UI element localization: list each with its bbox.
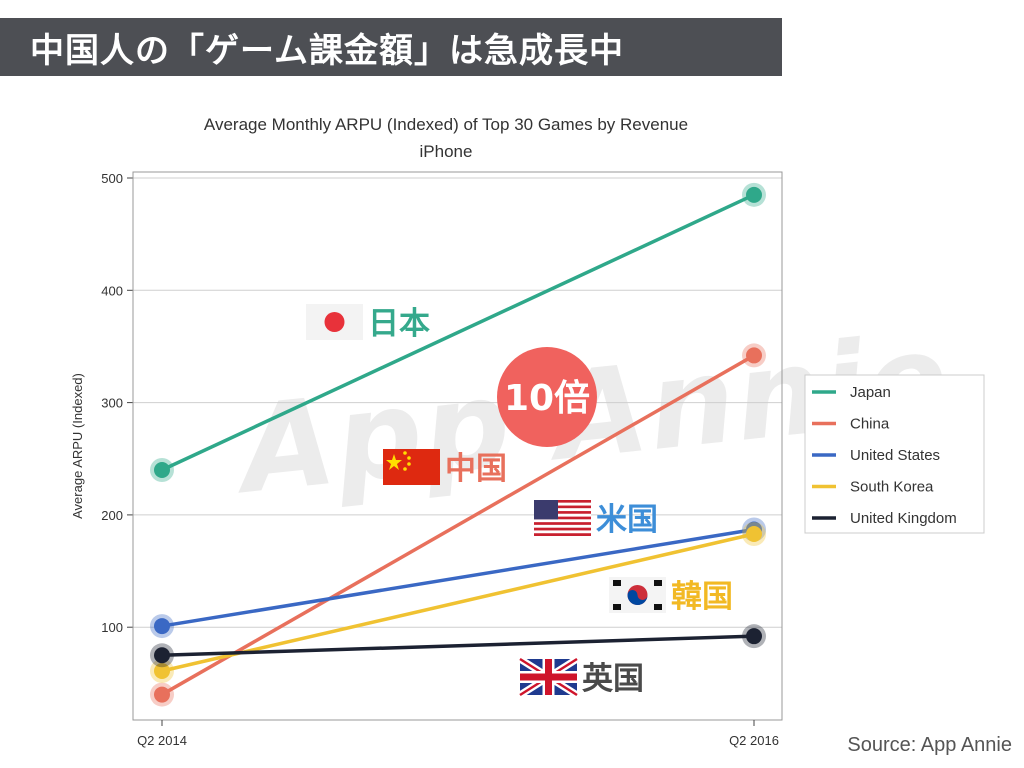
flag-stripe	[534, 516, 591, 520]
data-point-united-states	[154, 618, 170, 635]
y-tick-label: 500	[101, 171, 123, 186]
country-label-china: 中国	[445, 451, 507, 487]
series-line-south-korea	[161, 532, 755, 673]
flag-stripe	[534, 508, 591, 512]
callout-label: 10倍	[504, 378, 590, 419]
flag-star	[386, 454, 402, 470]
x-tick-label: Q2 2014	[137, 733, 187, 748]
flag-trigram	[654, 580, 662, 586]
data-point-japan	[154, 461, 170, 478]
series-line-china	[161, 353, 755, 697]
country-label-united-states: 米国	[596, 502, 658, 538]
series-line-united-states	[161, 527, 755, 628]
flag-small-star	[403, 451, 407, 455]
flag-stripe	[534, 511, 591, 514]
south-korea-flag-icon	[609, 577, 666, 613]
data-point-united-kingdom	[746, 628, 762, 645]
flag-stripe	[534, 505, 591, 509]
us-flag-icon	[534, 500, 591, 536]
x-tick-label: Q2 2016	[729, 733, 779, 748]
legend-label-united-states: United States	[850, 447, 940, 464]
country-label-united-kingdom: 英国	[582, 661, 644, 697]
y-tick-label: 300	[101, 396, 123, 411]
y-axis-label: Average ARPU (Indexed)	[70, 373, 85, 519]
flag-cross-red-h	[520, 673, 577, 681]
flag-taeguk-bottom	[627, 590, 648, 605]
callout-bubble	[497, 347, 597, 447]
legend-label-south-korea: South Korea	[850, 479, 934, 496]
page-title-banner: 中国人の「ゲーム課金額」は急成長中	[0, 18, 782, 76]
country-label-japan: 日本	[368, 306, 430, 342]
legend-label-japan: Japan	[850, 384, 891, 401]
data-point-south-korea	[154, 662, 170, 679]
plot-frame	[132, 171, 783, 721]
flag-trigram	[654, 604, 662, 610]
flag-stripe	[534, 533, 591, 536]
flag-stripe	[534, 530, 591, 534]
series-line-japan	[161, 193, 755, 472]
data-point-china	[154, 686, 170, 703]
china-flag-icon	[383, 449, 440, 485]
flag-stripe	[534, 502, 591, 506]
flag-trigram	[613, 604, 621, 610]
series-line-united-kingdom	[161, 634, 755, 658]
data-point-south-korea	[746, 525, 762, 542]
flag-small-star	[407, 462, 411, 466]
legend-label-china: China	[850, 416, 890, 433]
y-tick-label: 200	[101, 508, 123, 523]
japan-flag-icon	[306, 304, 363, 340]
flag-stripe	[534, 524, 591, 528]
chart-title: Average Monthly ARPU (Indexed) of Top 30…	[204, 115, 688, 134]
data-point-japan	[746, 186, 762, 203]
flag-stripe	[534, 519, 591, 523]
page-title: 中国人の「ゲーム課金額」は急成長中	[30, 30, 624, 71]
flag-stripe	[534, 527, 591, 531]
country-label-south-korea: 韓国	[671, 579, 733, 615]
flag-canton	[534, 500, 558, 520]
flag-stripe	[534, 522, 591, 525]
flag-stripe	[534, 513, 591, 517]
uk-flag-icon	[518, 656, 579, 698]
flag-small-star	[407, 456, 411, 460]
flag-stripe	[534, 500, 591, 503]
flag-small-star	[403, 467, 407, 471]
flag-disc	[324, 312, 345, 332]
y-tick-label: 100	[101, 620, 123, 635]
flag-trigram	[613, 580, 621, 586]
legend-label-united-kingdom: United Kingdom	[850, 510, 957, 527]
data-point-united-kingdom	[154, 647, 170, 664]
y-tick-label: 400	[101, 283, 123, 298]
data-point-china	[746, 347, 762, 364]
chart-subtitle: iPhone	[420, 142, 473, 161]
source-note: Source: App Annie	[847, 734, 1012, 756]
